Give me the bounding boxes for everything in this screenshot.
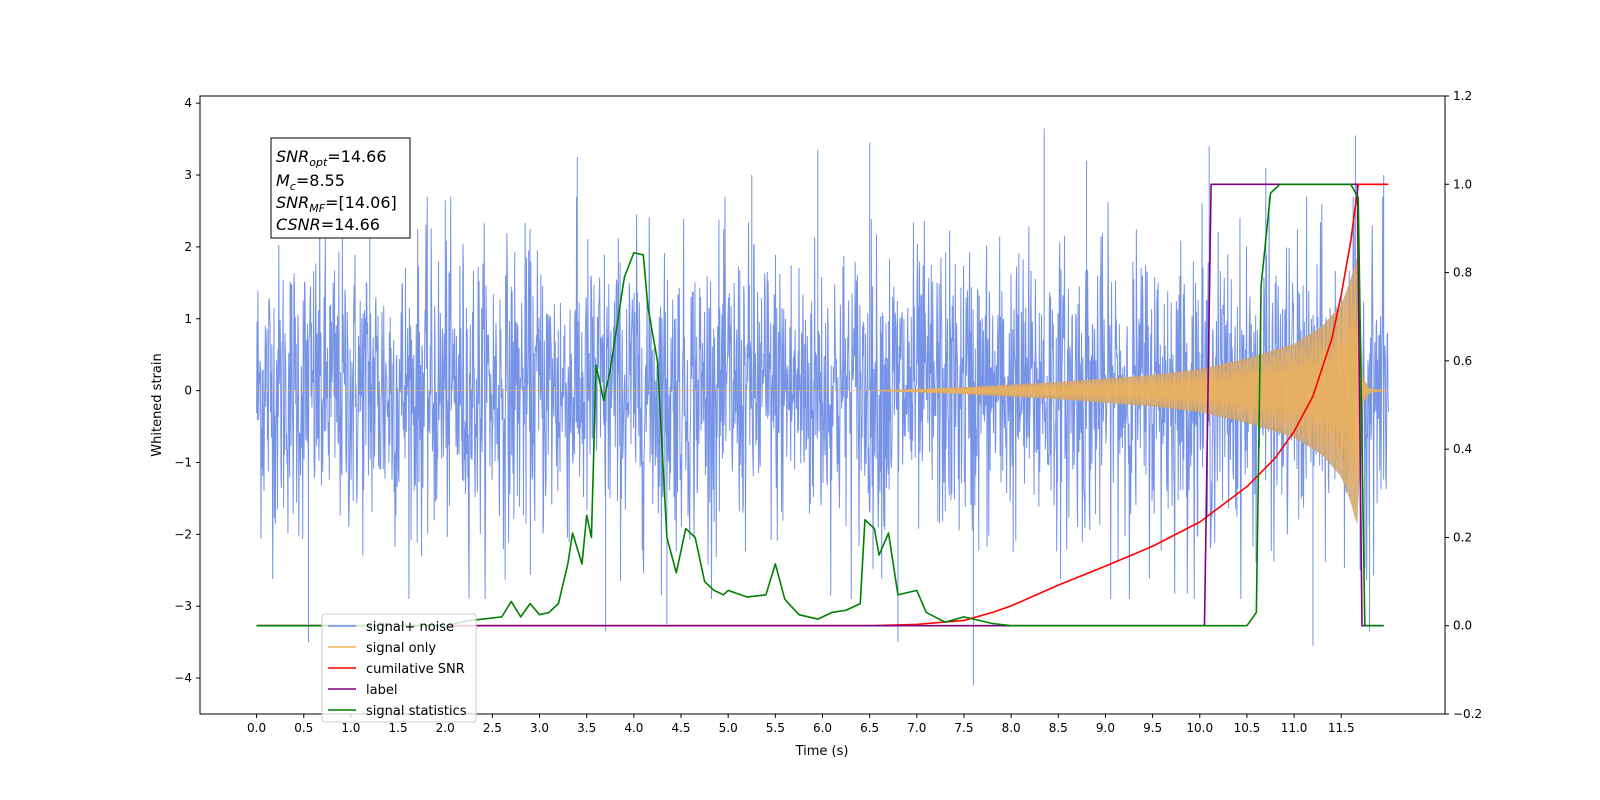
x-tick-label: 11.5 [1328, 721, 1355, 735]
x-tick-label: 7.0 [907, 721, 926, 735]
x-tick-label: 0.5 [294, 721, 313, 735]
x-tick-label: 6.5 [860, 721, 879, 735]
x-tick-label: 1.0 [341, 721, 360, 735]
x-tick-label: 6.0 [813, 721, 832, 735]
legend-label: label [366, 683, 397, 698]
x-tick-label: 2.5 [483, 721, 502, 735]
y-tick-label: −4 [174, 671, 192, 685]
legend-frame [321, 613, 477, 723]
y-tick-label: 4 [184, 96, 192, 110]
y-axis-label: Whitened strain [150, 353, 165, 456]
legend-label: signal only [366, 641, 436, 656]
x-axis-ticks: 0.0 0.5 1.0 1.5 2.0 2.5 3.0 3.5 4.0 4.5 5.0 5.5 6.0 6… [247, 714, 1355, 735]
y-tick-label: −2 [174, 527, 192, 541]
annotation-box: SNRopt=14.66 Mc=8.55 SNRMF=[14.06] CSNR=… [270, 137, 411, 239]
x-tick-label: 9.5 [1143, 721, 1162, 735]
x-tick-label: 4.0 [624, 721, 643, 735]
x-tick-label: 3.0 [530, 721, 549, 735]
x-tick-label: 3.5 [577, 721, 596, 735]
signal-statistics-line [256, 183, 1384, 627]
y-axis-ticks: 4 3 2 1 0 −1 −2 −3 −4 [174, 96, 200, 685]
x-tick-label: 4.5 [671, 721, 690, 735]
x-tick-label: 10.0 [1186, 721, 1213, 735]
y2-tick-label: 1.2 [1453, 89, 1472, 103]
cumulative-snr-line [256, 183, 1389, 627]
x-tick-label: 8.5 [1049, 721, 1068, 735]
annotation-snr-mf: SNRMF=[14.06] [276, 193, 397, 215]
y2-tick-label: 1.0 [1453, 177, 1472, 191]
right-axis-series [256, 183, 1389, 627]
x-tick-label: 9.0 [1096, 721, 1115, 735]
x-tick-label: 10.5 [1234, 721, 1261, 735]
legend-label: signal+ noise [366, 620, 454, 635]
y2-tick-label: −0.2 [1453, 707, 1482, 721]
y2-axis-ticks: 1.2 1.0 0.8 0.6 0.4 0.2 0.0 −0.2 [1445, 89, 1482, 721]
annotation-csnr: CSNR=14.66 [276, 215, 380, 234]
x-tick-label: 8.0 [1002, 721, 1021, 735]
legend-label: signal statistics [366, 704, 467, 719]
x-tick-label: 1.5 [389, 721, 408, 735]
annotation-snr-opt: SNRopt=14.66 [276, 147, 387, 169]
x-tick-label: 5.5 [766, 721, 785, 735]
y-tick-label: 1 [184, 312, 192, 326]
y2-tick-label: 0.6 [1453, 354, 1472, 368]
y-tick-label: 0 [184, 384, 192, 398]
x-tick-label: 2.0 [436, 721, 455, 735]
y-tick-label: −1 [174, 455, 192, 469]
y2-tick-label: 0.0 [1453, 619, 1472, 633]
series-signal-only [256, 256, 1389, 525]
y2-tick-label: 0.8 [1453, 266, 1472, 280]
y-tick-label: −3 [174, 599, 192, 613]
legend: signal+ noise signal only cumilative SNR la… [321, 613, 477, 723]
y2-tick-label: 0.4 [1453, 442, 1472, 456]
y2-tick-label: 0.2 [1453, 530, 1472, 544]
x-axis-label: Time (s) [795, 744, 849, 759]
annotation-mc: Mc=8.55 [276, 171, 345, 193]
y-tick-label: 3 [184, 168, 192, 182]
annotation-frame [270, 137, 411, 239]
y-tick-label: 2 [184, 240, 192, 254]
signal-only-trace [256, 266, 1389, 521]
plot-area [256, 128, 1389, 686]
x-tick-label: 11.0 [1281, 721, 1308, 735]
legend-label: cumilative SNR [366, 662, 465, 677]
x-tick-label: 5.0 [719, 721, 738, 735]
x-tick-label: 7.5 [954, 721, 973, 735]
x-tick-label: 0.0 [247, 721, 266, 735]
